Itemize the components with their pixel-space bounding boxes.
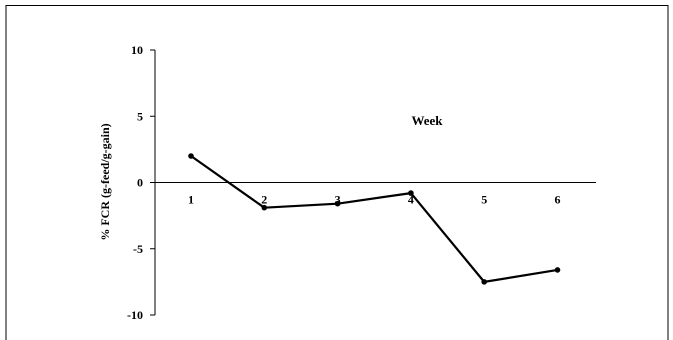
y-axis-title: % FCR (g-feed/g-gain): [98, 123, 112, 240]
y-tick-label: -10: [127, 308, 143, 322]
data-point: [188, 153, 194, 159]
x-tick-label: 5: [481, 193, 487, 207]
y-ticks: 10 5 0 -5 -10: [127, 43, 155, 322]
x-tick-label: 6: [555, 193, 561, 207]
x-tick-label: 2: [261, 193, 267, 207]
data-point: [261, 204, 268, 211]
x-tick-labels: 1 2 3 4 5 6: [188, 193, 561, 207]
x-tick-label: 1: [188, 193, 194, 207]
y-tick-label: 5: [137, 109, 143, 123]
figure-frame: [5, 5, 669, 340]
data-point: [554, 267, 561, 273]
x-axis-title: Week: [411, 113, 443, 128]
data-point: [481, 279, 488, 285]
data-points: [188, 153, 561, 285]
y-tick-label: 0: [137, 176, 143, 190]
y-tick-label: 10: [131, 43, 143, 57]
data-point: [408, 190, 414, 196]
series-line: [190, 155, 558, 283]
x-tick-label: 3: [335, 193, 341, 207]
y-tick-label: -5: [133, 242, 143, 256]
data-point: [334, 200, 341, 207]
plot-area: 10 5 0 -5 -10 1 2 3 4 5 6: [127, 43, 596, 322]
x-tick-label: 4: [408, 193, 414, 207]
